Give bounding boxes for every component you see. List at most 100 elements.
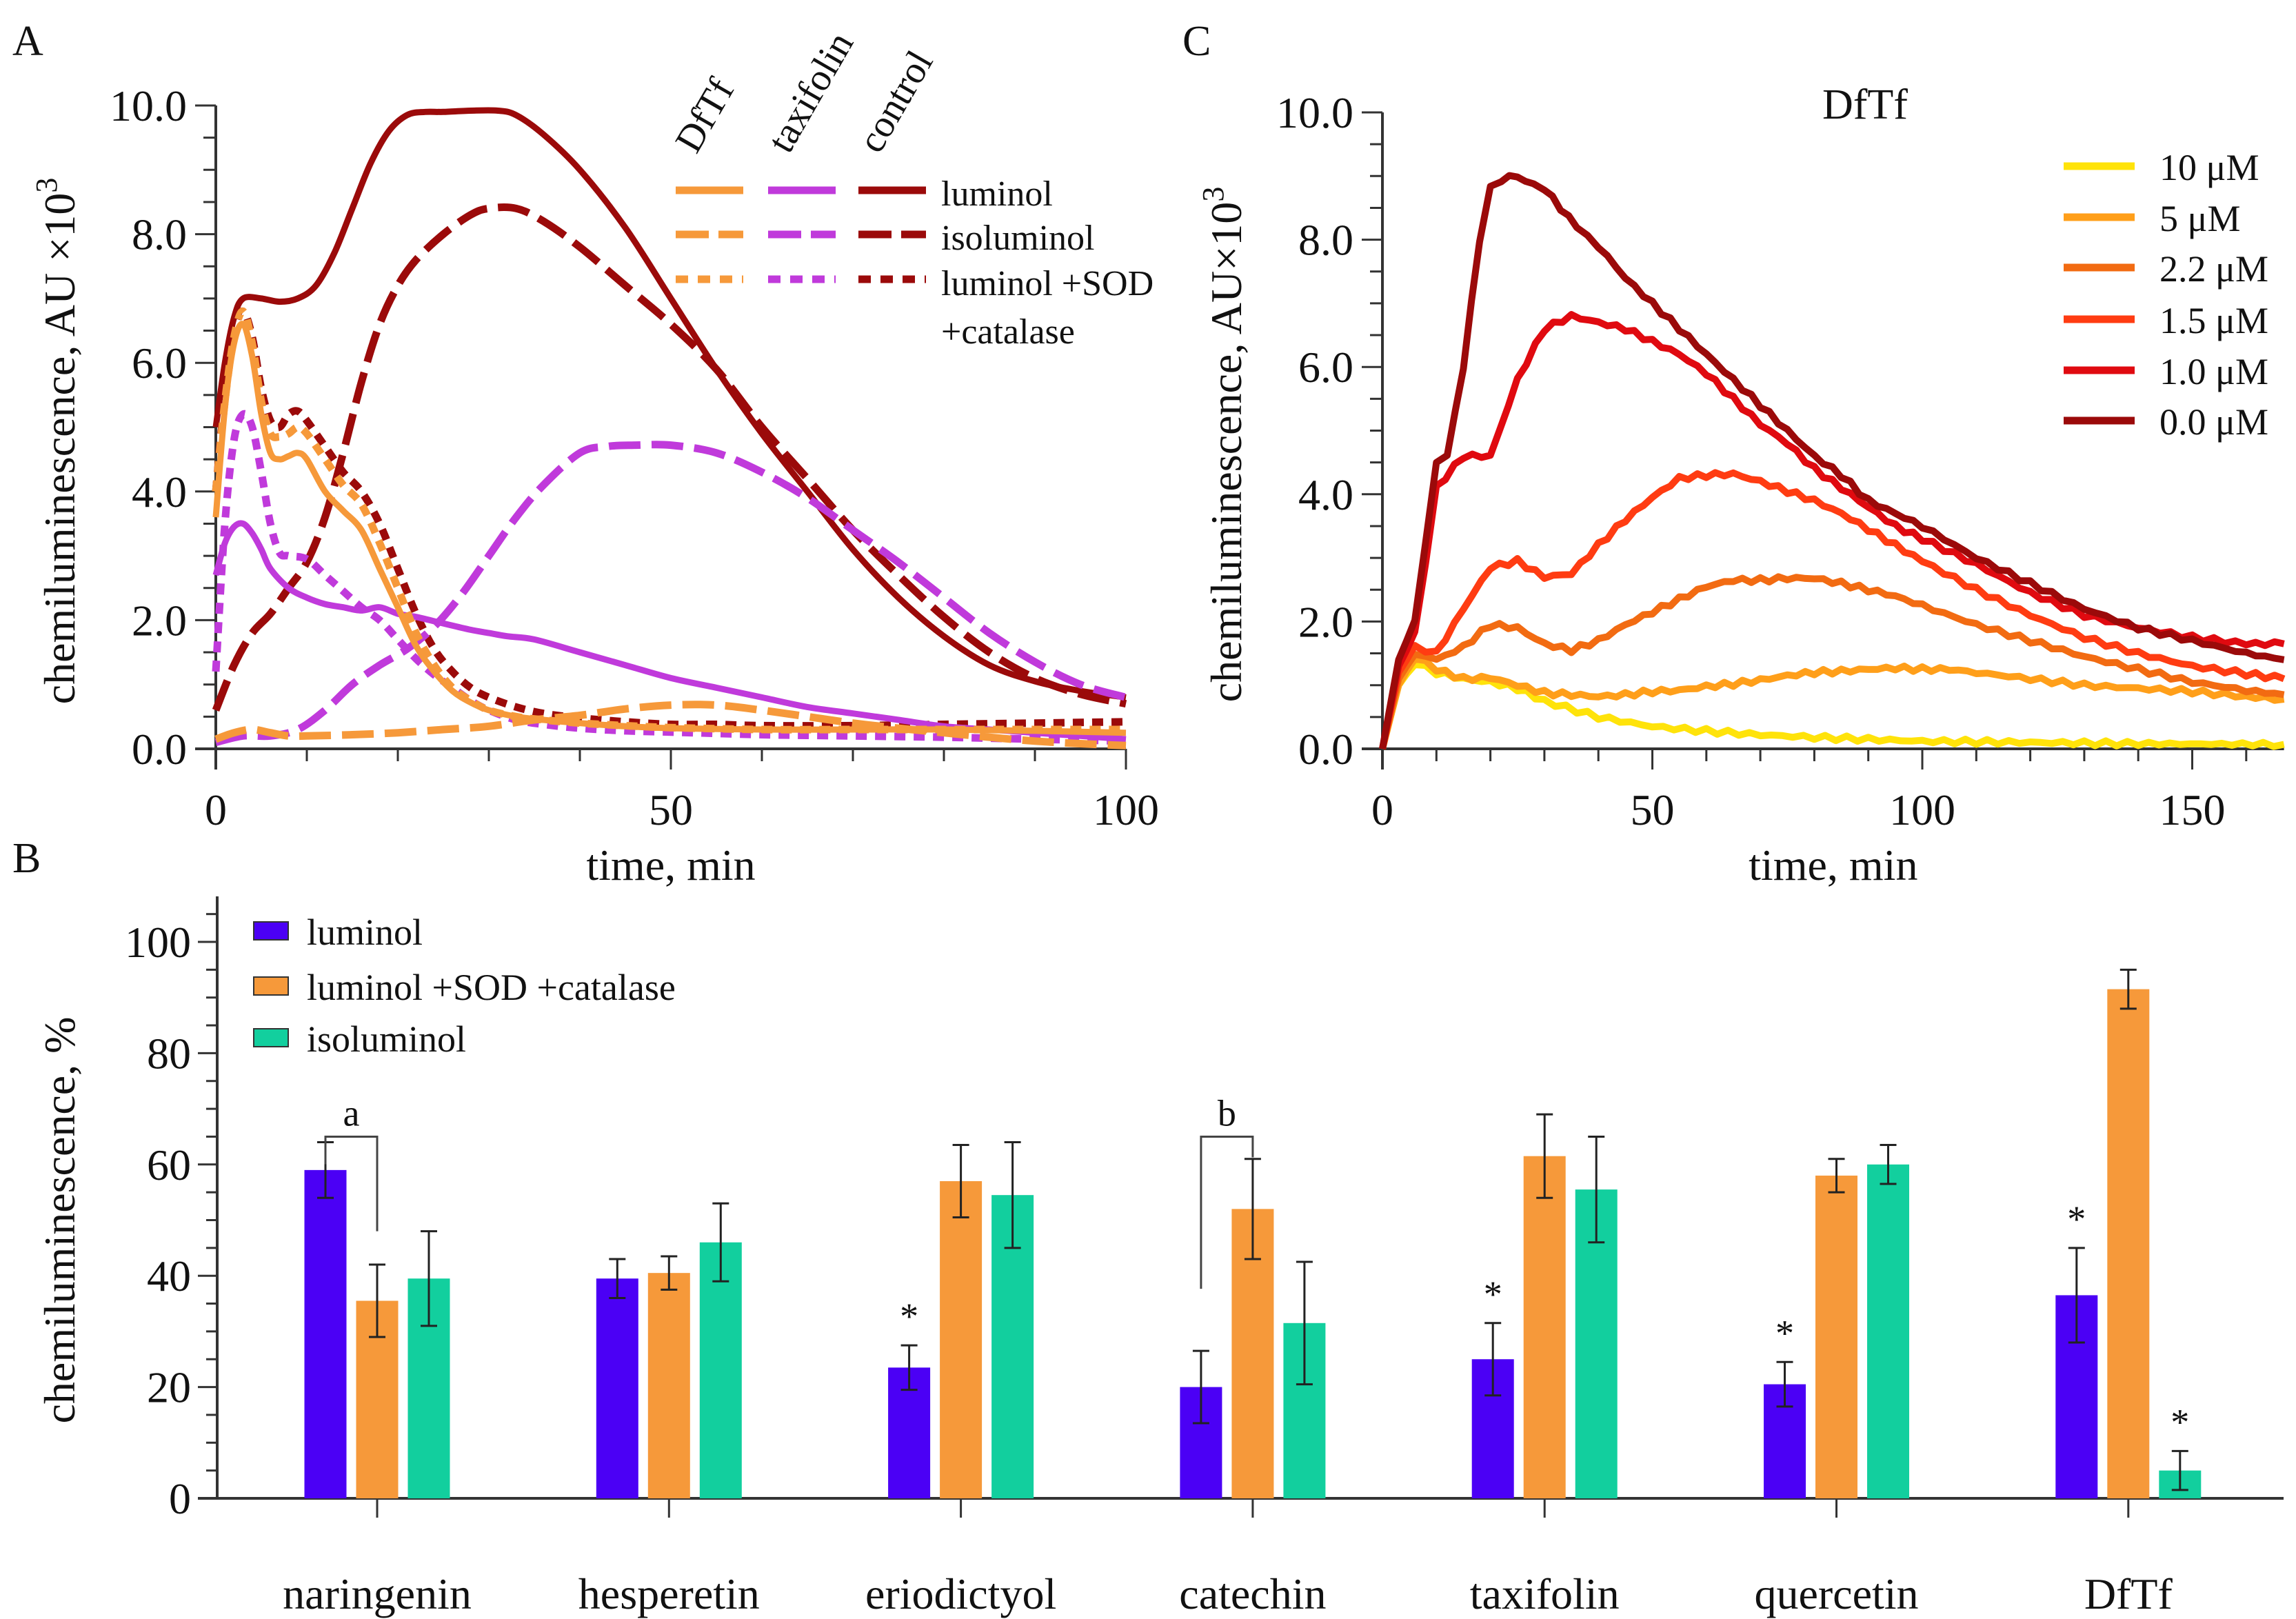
bar-luminol-sod-catalase	[940, 1181, 983, 1498]
y-axis-title: chemiluminescence, %	[35, 1017, 84, 1424]
legend-column-header: taxifolin	[760, 25, 863, 159]
bracket-label: a	[343, 1092, 360, 1134]
y-axis-title-superscript: 3	[30, 178, 63, 193]
x-axis-title: time, min	[586, 841, 755, 889]
legend-label: luminol +SOD	[941, 264, 1154, 303]
panel-c-line-chart: 0.0 2.0 4.0 6.0 8.0 10.0 0 50 100 150 time, min che…	[1196, 81, 2286, 889]
legend-label: 5 μM	[2159, 198, 2240, 239]
y-tick-label: 0.0	[132, 725, 187, 774]
legend-label: 10 μM	[2159, 147, 2259, 188]
series-line	[1379, 655, 2285, 750]
legend-swatch	[253, 1028, 289, 1047]
y-tick-label: 2.0	[1298, 597, 1353, 646]
category-label: hesperetin	[578, 1569, 760, 1618]
series-line-control-solid	[212, 107, 1127, 701]
y-tick-label: 8.0	[1298, 216, 1353, 265]
y-tick-label: 20	[147, 1363, 191, 1412]
y-axis-title-text: chemiluminescence, AU×10	[1202, 202, 1251, 703]
significance-marker: *	[2067, 1198, 2086, 1240]
panel-a-line-chart: 0.0 2.0 4.0 6.0 8.0 10.0 0 50 100 time, min chemil…	[30, 25, 1159, 889]
panel-label-c: C	[1182, 18, 1211, 65]
legend-label: 1.5 μM	[2159, 300, 2268, 341]
y-tick-label: 6.0	[1298, 343, 1353, 392]
legend-column-header: DfTf	[667, 71, 743, 159]
bar-luminol	[304, 1169, 347, 1498]
y-tick-label: 8.0	[132, 210, 187, 259]
y-tick-label: 10.0	[1276, 88, 1353, 137]
series-line-dftf-dot	[212, 308, 1126, 734]
y-tick-label: 60	[147, 1140, 191, 1189]
category-label: DfTf	[2084, 1569, 2173, 1618]
y-tick-label: 4.0	[1298, 470, 1353, 519]
legend-swatch	[253, 976, 289, 996]
legend-label: luminol	[307, 912, 423, 953]
y-tick-label: 4.0	[132, 467, 187, 516]
y-tick-label: 2.0	[132, 596, 187, 645]
category-label: naringenin	[283, 1569, 472, 1618]
legend-label: isoluminol	[307, 1018, 466, 1060]
x-tick-label: 50	[649, 785, 693, 834]
y-tick-label: 80	[147, 1029, 191, 1078]
bar-isoluminol	[699, 1242, 742, 1498]
series-line	[1379, 172, 2285, 750]
x-tick-label: 50	[1631, 785, 1675, 834]
series-line	[1379, 469, 2286, 750]
legend-label: isoluminol	[941, 219, 1094, 258]
x-tick-label: 0	[205, 785, 227, 834]
legend: 10 μM 5 μM 2.2 μM 1.5 μM 1.0 μM 0.0 μM	[2064, 147, 2268, 443]
legend-column-header: control	[850, 43, 942, 159]
series-line-taxifolin-dash	[214, 441, 1127, 747]
y-tick-label: 6.0	[132, 339, 187, 388]
series-line-dftf-dash	[214, 701, 1127, 750]
panel-label-b: B	[12, 835, 41, 882]
panel-b-bar-chart: 0 20 40 60 80 100 chemiluminescence, % naringen…	[35, 896, 2284, 1618]
legend-label: +catalase	[941, 312, 1075, 352]
panel-label-a: A	[12, 18, 43, 65]
y-axis-title-text: chemiluminescence, AU ×10	[35, 193, 84, 705]
series-line	[1379, 573, 2285, 750]
legend-label: 1.0 μM	[2159, 351, 2268, 392]
category-label: catechin	[1179, 1569, 1326, 1618]
x-tick-label: 0	[1371, 785, 1393, 834]
legend-label: luminol +SOD +catalase	[307, 967, 676, 1008]
bar-luminol	[596, 1278, 638, 1498]
legend-label: 0.0 μM	[2159, 401, 2268, 443]
x-tick-label: 150	[2159, 785, 2226, 834]
significance-marker: *	[1775, 1312, 1794, 1354]
significance-bracket	[1200, 1135, 1254, 1289]
legend-swatch	[253, 921, 289, 941]
y-axis-title: chemiluminescence, AU ×103	[30, 178, 84, 705]
y-tick-label: 10.0	[110, 81, 187, 130]
series-line-dftf-solid	[212, 321, 1127, 736]
x-tick-label: 100	[1093, 785, 1159, 834]
y-axis-title-superscript: 3	[1196, 187, 1230, 202]
bracket-label: b	[1218, 1092, 1236, 1134]
bar-luminol-sod-catalase	[2107, 989, 2150, 1498]
series-line-taxifolin-solid	[212, 520, 1127, 743]
bar-luminol-sod-catalase	[647, 1273, 690, 1498]
bar-luminol-sod-catalase	[1523, 1156, 1566, 1498]
significance-marker: *	[2171, 1401, 2189, 1442]
x-tick-label: 100	[1889, 785, 1955, 834]
significance-bracket	[324, 1135, 379, 1231]
y-tick-label: 100	[125, 918, 191, 967]
legend: luminol luminol +SOD +catalase isoluminol	[253, 912, 676, 1060]
legend-label: 2.2 μM	[2159, 248, 2268, 290]
x-axis-title: time, min	[1749, 841, 1917, 889]
significance-marker: *	[1484, 1274, 1502, 1315]
category-label: quercetin	[1754, 1569, 1918, 1618]
y-tick-label: 40	[147, 1251, 191, 1300]
category-label: eriodictyol	[865, 1569, 1056, 1618]
y-tick-label: 0	[169, 1474, 191, 1523]
category-label: taxifolin	[1470, 1569, 1620, 1618]
chart-title: DfTf	[1822, 81, 1908, 128]
y-axis-title: chemiluminescence, AU×103	[1196, 187, 1251, 703]
bar-luminol-sod-catalase	[1815, 1175, 1857, 1498]
legend-label: luminol	[941, 174, 1053, 214]
bar-isoluminol	[1867, 1164, 1909, 1498]
series-line-taxifolin-dot	[212, 410, 1127, 745]
significance-marker: *	[900, 1296, 918, 1337]
y-tick-label: 0.0	[1298, 725, 1353, 774]
